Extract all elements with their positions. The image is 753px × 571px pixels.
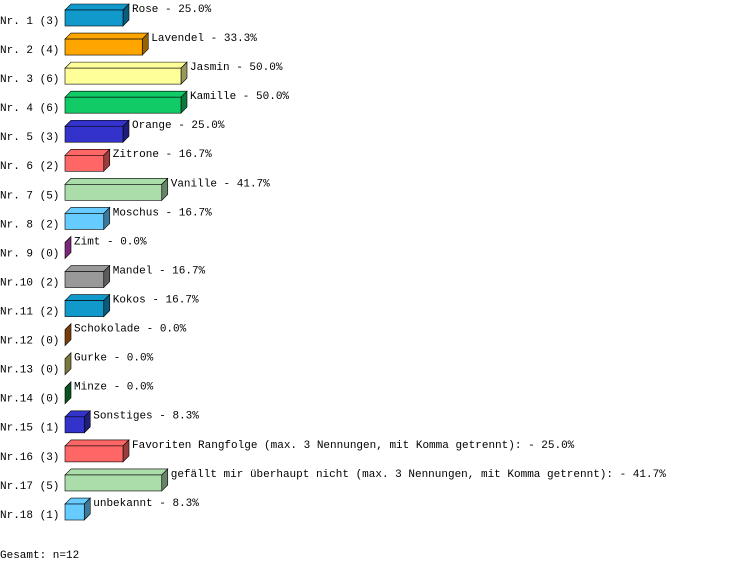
bar	[64, 9, 124, 27]
bar	[64, 416, 85, 434]
bar	[64, 67, 182, 85]
value-label: gefällt mir überhaupt nicht (max. 3 Nenn…	[171, 469, 666, 481]
bar	[64, 213, 105, 230]
bar-side	[64, 381, 72, 405]
category-label: Nr. 4 (6)	[0, 103, 59, 115]
bar	[64, 271, 105, 288]
value-label: Zimt - 0.0%	[74, 236, 147, 248]
bar-top	[64, 61, 188, 69]
category-label: Nr. 5 (3)	[0, 132, 59, 144]
category-label: Nr.13 (0)	[0, 365, 59, 377]
bar-side	[64, 235, 72, 260]
bar	[64, 184, 163, 201]
value-label: Vanille - 41.7%	[171, 178, 270, 190]
bar	[64, 474, 163, 492]
bar	[64, 125, 124, 143]
value-label: Jasmin - 50.0%	[190, 62, 283, 74]
bar	[64, 300, 105, 317]
category-label: Nr. 1 (3)	[0, 16, 59, 28]
value-label: Kokos - 16.7%	[113, 295, 199, 307]
category-label: Nr.12 (0)	[0, 336, 59, 348]
category-label: Nr.14 (0)	[0, 394, 59, 406]
value-label: Zitrone - 16.7%	[113, 149, 212, 161]
category-label: Nr. 6 (2)	[0, 161, 59, 173]
value-label: Rose - 25.0%	[132, 4, 212, 16]
category-label: Nr. 9 (0)	[0, 248, 59, 260]
bar-top	[64, 119, 130, 127]
bar-top	[64, 439, 130, 447]
bar	[64, 38, 143, 56]
category-label: Nr. 2 (4)	[0, 45, 59, 57]
category-label: Nr. 3 (6)	[0, 74, 59, 86]
category-label: Nr.18 (1)	[0, 510, 59, 522]
category-label: Nr.16 (3)	[0, 452, 59, 464]
bar-top	[64, 90, 188, 98]
category-label: Nr. 8 (2)	[0, 219, 59, 231]
bar-top	[64, 294, 111, 301]
category-label: Nr. 7 (5)	[0, 190, 59, 202]
value-label: Sonstiges - 8.3%	[93, 411, 199, 423]
value-label: Schokolade - 0.0%	[74, 324, 187, 336]
bar-side	[64, 351, 72, 376]
value-label: Lavendel - 33.3%	[151, 33, 257, 45]
value-label: unbekannt - 8.3%	[93, 498, 199, 510]
value-label: Mandel - 16.7%	[113, 265, 206, 277]
footer: Gesamt: n=12	[0, 550, 79, 562]
value-label: Moschus - 16.7%	[113, 207, 212, 219]
category-label: Nr.17 (5)	[0, 481, 59, 493]
bar-top	[64, 265, 111, 272]
category-label: Nr.10 (2)	[0, 277, 59, 289]
bar-top	[64, 468, 169, 476]
bar	[64, 155, 105, 172]
bar-top	[64, 3, 130, 11]
bar-top	[64, 207, 111, 214]
value-label: Minze - 0.0%	[74, 382, 154, 394]
bar-top	[64, 32, 149, 40]
bar	[64, 96, 182, 114]
value-label: Favoriten Rangfolge (max. 3 Nennungen, m…	[132, 440, 575, 452]
category-label: Nr.15 (1)	[0, 423, 59, 435]
value-label: Kamille - 50.0%	[190, 91, 289, 103]
bar-side	[64, 322, 72, 347]
value-label: Orange - 25.0%	[132, 120, 225, 132]
bar-top	[64, 149, 111, 156]
category-label: Nr.11 (2)	[0, 307, 59, 319]
value-label: Gurke - 0.0%	[74, 353, 154, 365]
bar	[64, 503, 85, 521]
bar-top	[64, 178, 169, 185]
bar	[64, 445, 124, 463]
